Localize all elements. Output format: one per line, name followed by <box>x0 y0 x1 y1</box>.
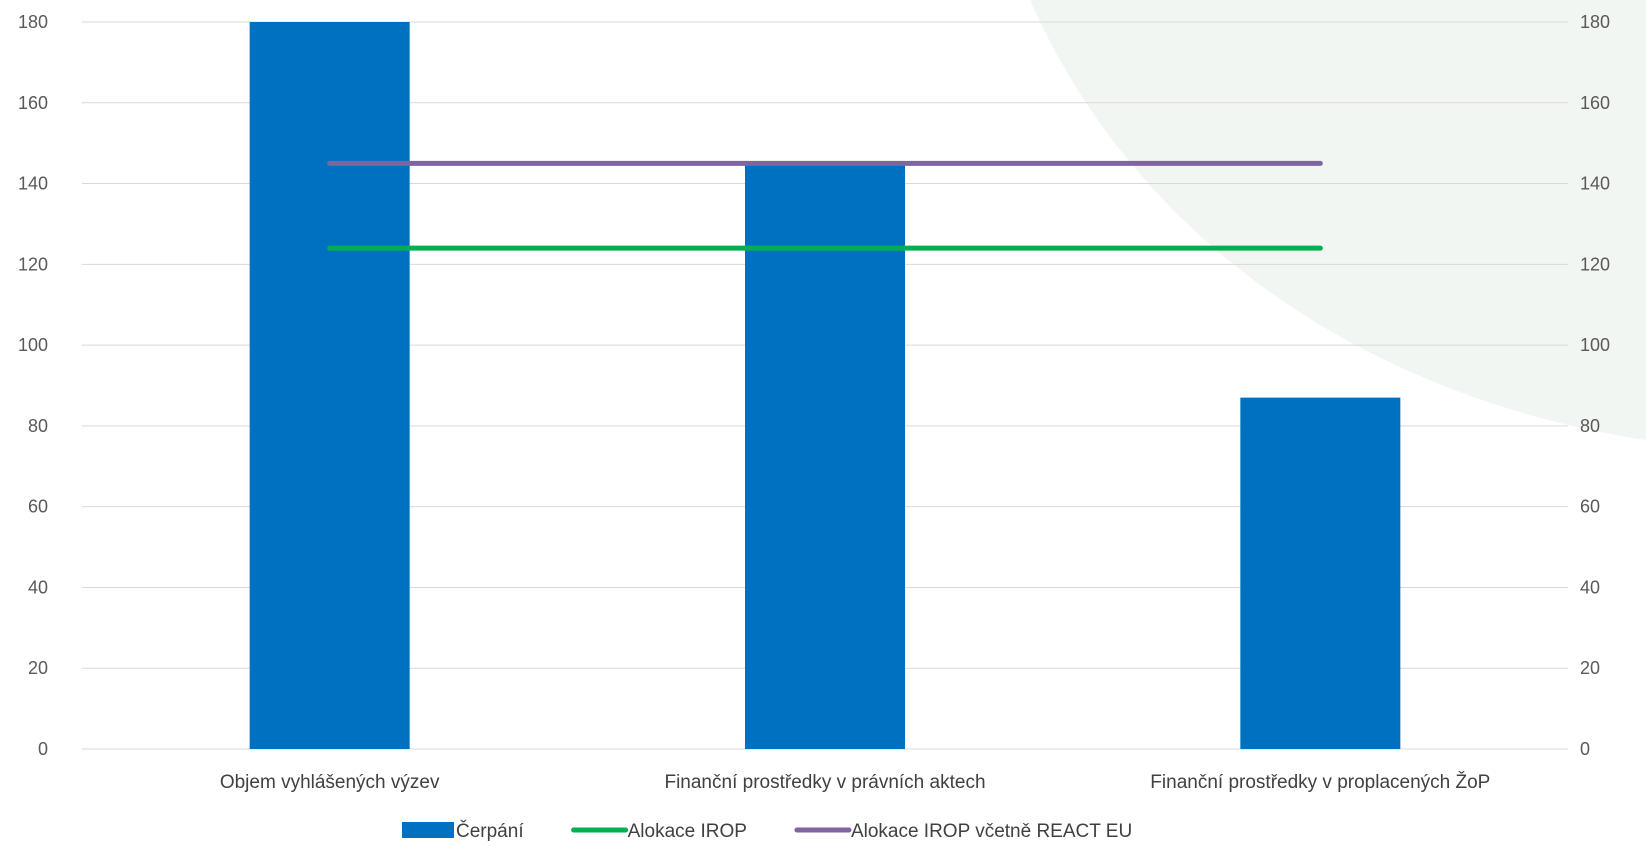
line-series <box>327 160 1323 251</box>
right-tick-label: 60 <box>1580 497 1600 517</box>
right-tick-label: 140 <box>1580 174 1610 194</box>
bar-series <box>249 22 1401 750</box>
bar <box>1240 397 1401 749</box>
bar <box>249 22 410 749</box>
left-tick-label: 20 <box>28 658 48 678</box>
background-decoration <box>1030 0 1646 440</box>
left-tick-label: 40 <box>28 577 48 597</box>
right-tick-label: 100 <box>1580 335 1610 355</box>
left-tick-label: 60 <box>28 497 48 517</box>
legend: Čerpání Alokace IROP Alokace IROP včetně R… <box>402 820 1132 842</box>
left-tick-label: 0 <box>38 739 48 759</box>
left-tick-label: 100 <box>18 335 48 355</box>
category-labels: Objem vyhlášených výzev Finanční prostřed… <box>220 771 1491 793</box>
right-tick-label: 160 <box>1580 93 1610 113</box>
left-tick-label: 180 <box>18 12 48 32</box>
category-label: Finanční prostředky v právních aktech <box>664 772 985 793</box>
right-tick-label: 40 <box>1580 577 1600 597</box>
right-axis-ticks: 0 20 40 60 80 100 120 140 160 180 <box>1580 12 1610 759</box>
legend-label: Alokace IROP včetně REACT EU <box>851 821 1132 842</box>
left-tick-label: 80 <box>28 416 48 436</box>
legend-label: Alokace IROP <box>628 821 747 842</box>
left-tick-label: 140 <box>18 174 48 194</box>
category-label: Finanční prostředky v proplacených ŽoP <box>1150 771 1490 793</box>
legend-label: Čerpání <box>456 820 524 842</box>
bar <box>745 163 905 750</box>
category-label: Objem vyhlášených výzev <box>220 772 440 793</box>
right-tick-label: 20 <box>1580 658 1600 678</box>
right-tick-label: 180 <box>1580 12 1610 32</box>
left-tick-label: 160 <box>18 93 48 113</box>
right-tick-label: 0 <box>1580 739 1590 759</box>
left-axis-ticks: 0 20 40 60 80 100 120 140 160 180 <box>18 12 48 759</box>
left-tick-label: 120 <box>18 254 48 274</box>
right-tick-label: 120 <box>1580 254 1610 274</box>
legend-swatch <box>402 822 454 838</box>
right-tick-label: 80 <box>1580 416 1600 436</box>
